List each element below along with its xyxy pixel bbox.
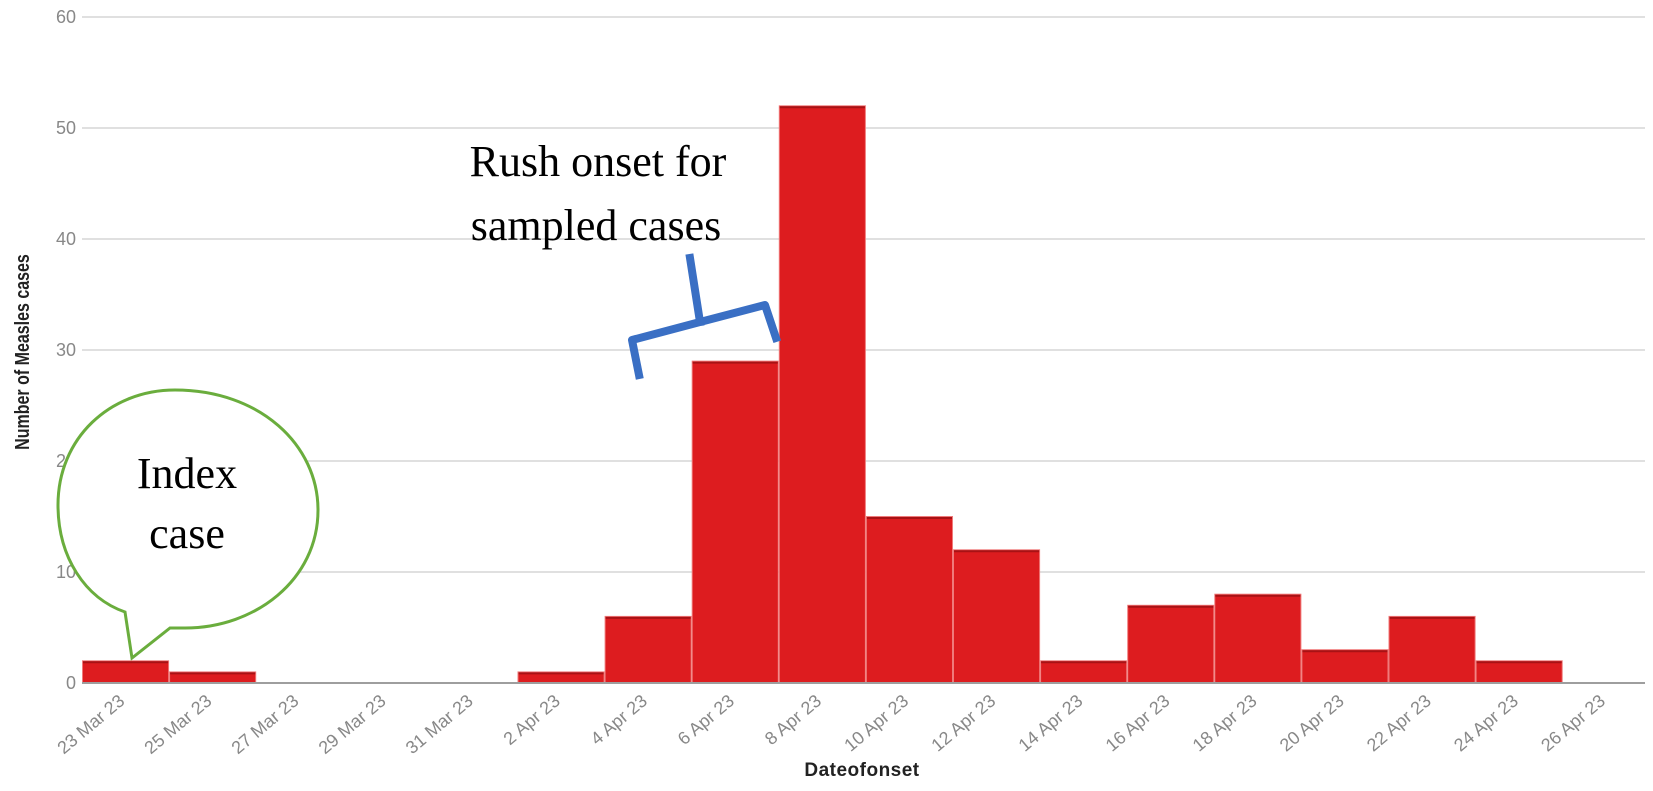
x-tick-label: 2 Apr 23: [500, 691, 564, 749]
y-tick-label: 10: [56, 562, 76, 582]
x-axis-title: Dateofonset: [804, 760, 919, 781]
bar: [778, 105, 866, 684]
y-tick-label: 50: [56, 118, 76, 138]
index-case-bubble: [56, 388, 320, 661]
x-tick-label: 29 Mar 23: [315, 691, 390, 758]
x-tick-label: 24 Apr 23: [1450, 691, 1522, 756]
bar: [691, 360, 779, 684]
index-case-callout: Index case: [56, 388, 320, 661]
bar: [865, 516, 954, 684]
x-tick-label: 16 Apr 23: [1102, 691, 1174, 756]
rush-onset-callout: Rush onset for sampled cases: [470, 137, 782, 380]
bar: [1127, 604, 1215, 684]
bar: [1388, 615, 1476, 684]
x-tick-label: 14 Apr 23: [1015, 691, 1087, 756]
bar: [1475, 660, 1563, 684]
rush-onset-label-line1: Rush onset for: [470, 137, 727, 186]
bars: [82, 105, 1563, 684]
rush-onset-label-line2: sampled cases: [471, 201, 721, 250]
bar: [1301, 649, 1389, 684]
x-tick-label: 8 Apr 23: [761, 691, 825, 749]
x-tick-label: 31 Mar 23: [402, 691, 477, 758]
x-tick-label: 4 Apr 23: [587, 691, 651, 749]
index-case-label-line1: Index: [137, 449, 237, 498]
bar: [1214, 593, 1302, 684]
y-axis-ticks: 0102030405060: [56, 7, 76, 693]
x-tick-label: 25 Mar 23: [141, 691, 216, 758]
x-tick-label: 23 Mar 23: [53, 691, 128, 758]
x-tick-label: 10 Apr 23: [840, 691, 912, 756]
y-tick-label: 40: [56, 229, 76, 249]
x-tick-label: 18 Apr 23: [1189, 691, 1261, 756]
bar: [953, 549, 1041, 684]
bar: [604, 615, 692, 684]
x-tick-label: 6 Apr 23: [674, 691, 738, 749]
x-tick-label: 22 Apr 23: [1363, 691, 1435, 756]
rush-onset-brace: [628, 253, 782, 380]
index-case-label-line2: case: [149, 509, 225, 558]
x-tick-label: 20 Apr 23: [1276, 691, 1348, 756]
y-axis-title: Number of Measles cases: [11, 254, 33, 450]
y-tick-label: 0: [66, 673, 76, 693]
bar: [1040, 660, 1128, 684]
x-tick-label: 12 Apr 23: [927, 691, 999, 756]
y-tick-label: 30: [56, 340, 76, 360]
x-tick-label: 26 Apr 23: [1537, 691, 1609, 756]
y-tick-label: 60: [56, 7, 76, 27]
x-axis-ticks: 23 Mar 23 25 Mar 23 27 Mar 23 29 Mar 23 31 M…: [53, 691, 1609, 758]
bar: [82, 660, 170, 684]
x-tick-label: 27 Mar 23: [228, 691, 303, 758]
